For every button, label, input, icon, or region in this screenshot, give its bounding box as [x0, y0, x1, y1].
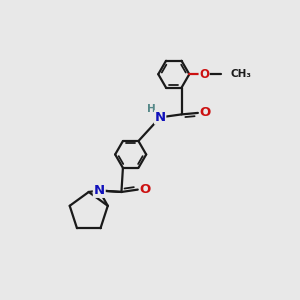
Text: CH₃: CH₃	[230, 69, 251, 79]
Text: O: O	[200, 106, 211, 119]
Text: H: H	[147, 104, 156, 114]
Text: O: O	[140, 183, 151, 196]
Text: O: O	[199, 68, 209, 81]
Text: N: N	[154, 111, 166, 124]
Text: N: N	[94, 184, 105, 197]
Text: N: N	[94, 184, 105, 197]
Text: N: N	[94, 184, 105, 197]
